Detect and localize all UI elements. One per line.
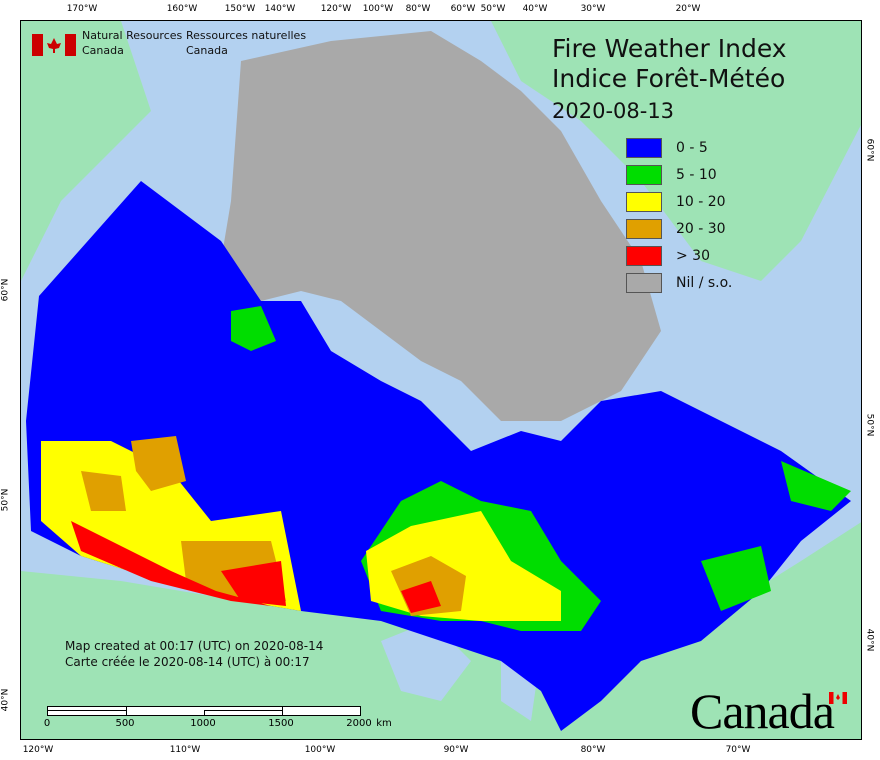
lat-tick: 50°N (0, 488, 11, 512)
legend-label: 10 - 20 (676, 193, 726, 210)
legend-label: 0 - 5 (676, 139, 708, 156)
lon-tick: 80°W (580, 745, 606, 755)
lat-tick: 40°N (0, 688, 11, 712)
legend-label: 5 - 10 (676, 166, 717, 183)
legend-item: 10 - 20 (626, 188, 732, 215)
agency-en-line2: Canada (82, 44, 124, 57)
note-fr: Carte créée le 2020-08-14 (UTC) à 00:17 (65, 655, 310, 669)
lon-tick: 160°W (166, 4, 198, 14)
lon-tick: 100°W (362, 4, 394, 14)
legend-label: Nil / s.o. (676, 274, 733, 291)
scale-label: 2000 (346, 718, 372, 729)
legend-label: 20 - 30 (676, 220, 726, 237)
lon-tick: 80°W (405, 4, 431, 14)
lat-tick: 50°N (864, 413, 875, 437)
arctic-nil-region (221, 31, 661, 421)
map-date: 2020-08-13 (552, 99, 675, 123)
legend-swatch (626, 218, 662, 239)
lon-tick: 140°W (264, 4, 296, 14)
map-svg (21, 21, 861, 739)
agency-en-line1: Natural Resources (82, 29, 183, 42)
legend-item: 20 - 30 (626, 215, 732, 242)
legend-item: 5 - 10 (626, 161, 732, 188)
greenland-land (491, 21, 861, 281)
fwi-20-30-region (131, 436, 186, 491)
lon-tick: 120°W (320, 4, 352, 14)
legend: 0 - 5 5 - 10 10 - 20 20 - 30 > 30 Nil / … (626, 134, 732, 296)
lon-tick: 30°W (580, 4, 606, 14)
canada-flag-icon (32, 34, 76, 56)
lon-tick: 170°W (66, 4, 98, 14)
title-en: Fire Weather Index (552, 34, 787, 63)
scale-unit: km (376, 718, 392, 729)
lat-tick: 60°N (864, 138, 875, 162)
title-fr: Indice Forêt-Météo (552, 64, 786, 93)
lon-tick: 60°W (450, 4, 476, 14)
agency-fr-line1: Ressources naturelles (186, 29, 307, 42)
scale-label: 0 (43, 718, 51, 729)
lon-tick: 50°W (480, 4, 506, 14)
map-canvas[interactable] (20, 20, 862, 740)
lon-tick: 70°W (725, 745, 751, 755)
legend-item: Nil / s.o. (626, 269, 732, 296)
legend-item: > 30 (626, 242, 732, 269)
legend-swatch (626, 191, 662, 212)
lon-tick: 120°W (22, 745, 54, 755)
legend-item: 0 - 5 (626, 134, 732, 161)
lon-tick: 20°W (675, 4, 701, 14)
wordmark-flag-icon (829, 692, 847, 704)
agency-fr-line2: Canada (186, 44, 228, 57)
lat-tick: 60°N (0, 278, 11, 302)
creation-note: Map created at 00:17 (UTC) on 2020-08-14… (65, 638, 323, 670)
lon-tick: 40°W (522, 4, 548, 14)
canada-wordmark: Canada (690, 683, 835, 739)
legend-swatch (626, 245, 662, 266)
lon-tick: 150°W (224, 4, 256, 14)
scale-bar (47, 706, 361, 716)
legend-swatch (626, 272, 662, 293)
alaska-land (21, 21, 151, 281)
legend-swatch (626, 137, 662, 158)
fwi-over-30-region (71, 521, 441, 613)
lon-tick: 100°W (304, 745, 336, 755)
legend-swatch (626, 164, 662, 185)
lon-tick: 90°W (443, 745, 469, 755)
scale-label: 500 (115, 718, 135, 729)
note-en: Map created at 00:17 (UTC) on 2020-08-14 (65, 639, 324, 653)
scale-label: 1000 (190, 718, 216, 729)
lon-tick: 110°W (169, 745, 201, 755)
scale-label: 1500 (268, 718, 294, 729)
legend-label: > 30 (676, 247, 710, 264)
lat-tick: 40°N (864, 628, 875, 652)
